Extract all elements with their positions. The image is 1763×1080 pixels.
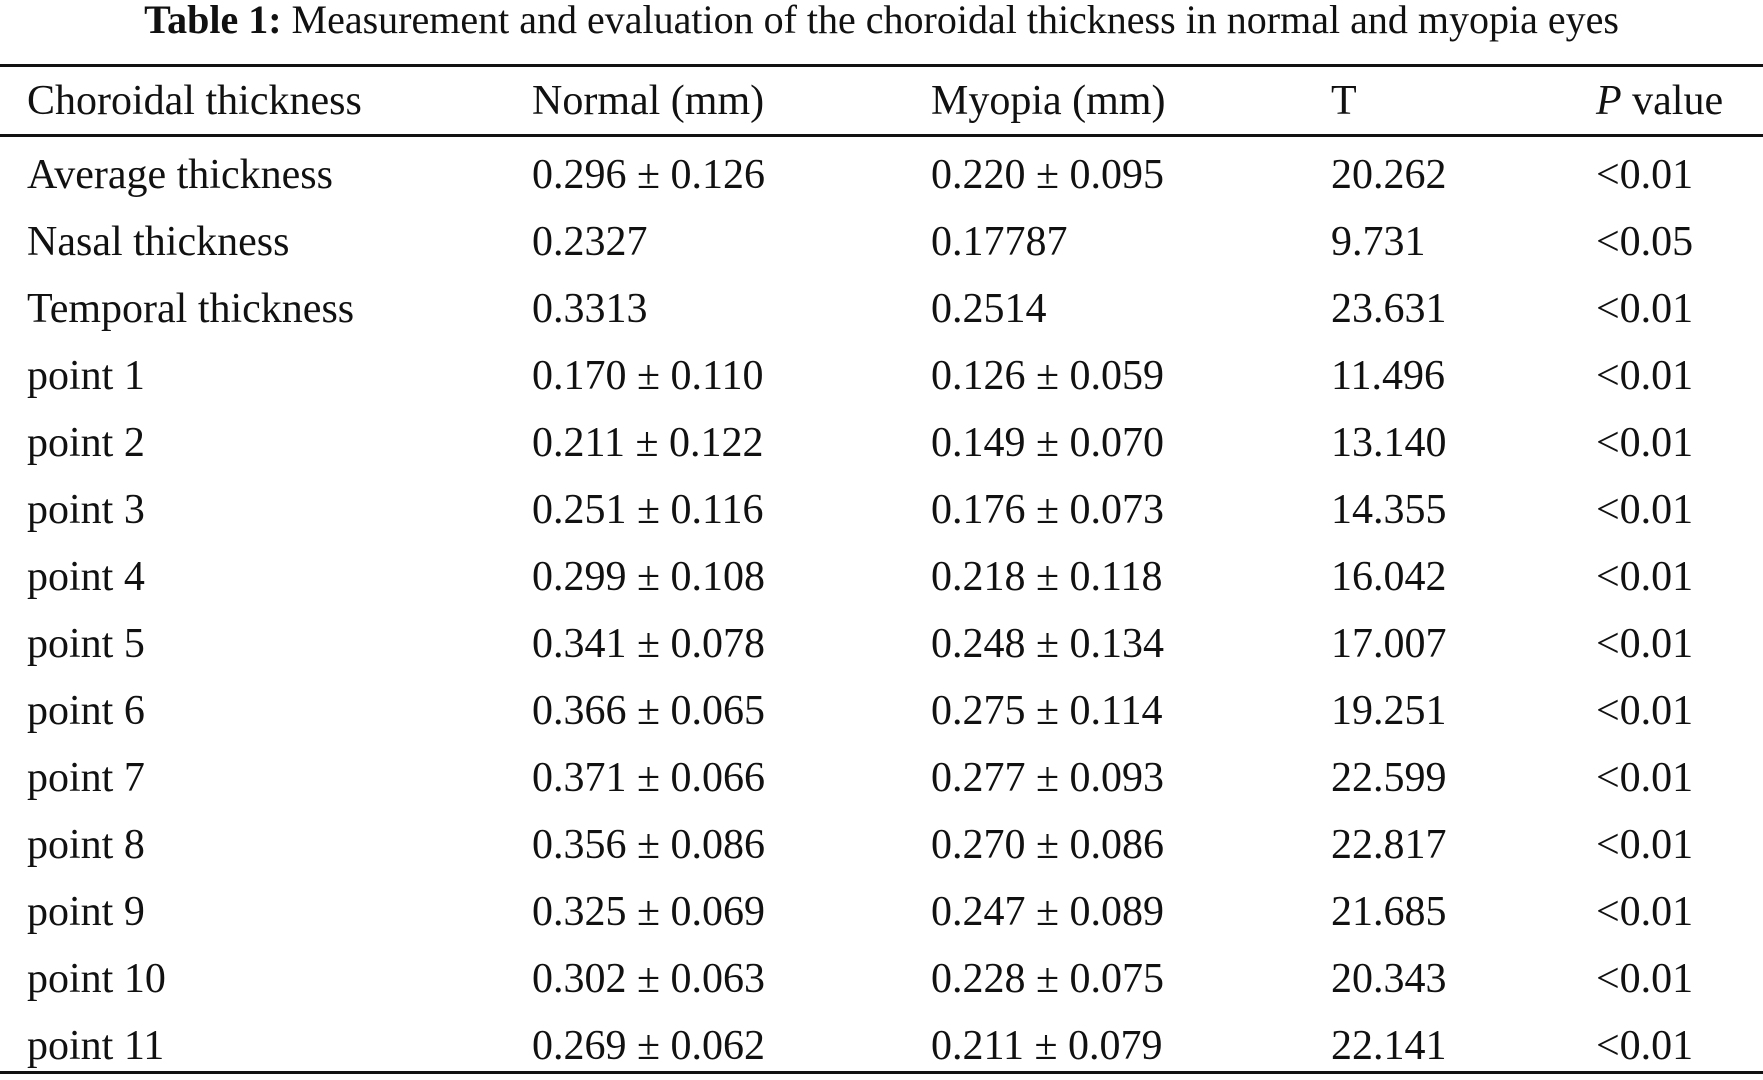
row-label: point 9 xyxy=(27,889,145,935)
t-value: 20.262 xyxy=(1331,152,1447,198)
p-value: <0.01 xyxy=(1596,621,1694,667)
normal-value: 0.341 ± 0.078 xyxy=(532,621,766,667)
row-label: point 11 xyxy=(27,1023,165,1069)
table-row: point 5 0.341 ± 0.078 0.248 ± 0.134 17.007 <… xyxy=(0,611,1763,678)
t-value: 22.817 xyxy=(1331,822,1447,868)
table-row: Average thickness 0.296 ± 0.126 0.220 ± 0.… xyxy=(0,142,1763,209)
table-caption-text: Measurement and evaluation of the choroi… xyxy=(291,0,1619,42)
normal-value: 0.325 ± 0.069 xyxy=(532,889,766,935)
normal-value: 0.170 ± 0.110 xyxy=(532,353,764,399)
myopia-value: 0.270 ± 0.086 xyxy=(931,822,1165,868)
top-rule xyxy=(0,64,1763,67)
t-value: 11.496 xyxy=(1331,353,1445,399)
row-label: point 3 xyxy=(27,487,145,533)
normal-value: 0.211 ± 0.122 xyxy=(532,420,764,466)
t-value: 22.141 xyxy=(1331,1023,1447,1069)
row-label: point 8 xyxy=(27,822,145,868)
myopia-value: 0.218 ± 0.118 xyxy=(931,554,1163,600)
row-label: point 10 xyxy=(27,956,166,1002)
normal-value: 0.299 ± 0.108 xyxy=(532,554,766,600)
myopia-value: 0.248 ± 0.134 xyxy=(931,621,1165,667)
t-value: 16.042 xyxy=(1331,554,1447,600)
t-value: 21.685 xyxy=(1331,889,1447,935)
p-value: <0.01 xyxy=(1596,889,1694,935)
myopia-value: 0.126 ± 0.059 xyxy=(931,353,1165,399)
normal-value: 0.356 ± 0.086 xyxy=(532,822,766,868)
t-value: 20.343 xyxy=(1331,956,1447,1002)
table-row: point 6 0.366 ± 0.065 0.275 ± 0.114 19.251 <… xyxy=(0,678,1763,745)
t-value: 19.251 xyxy=(1331,688,1447,734)
myopia-value: 0.247 ± 0.089 xyxy=(931,889,1165,935)
row-label: Average thickness xyxy=(27,152,333,198)
t-value: 22.599 xyxy=(1331,755,1447,801)
header-p-symbol: P xyxy=(1596,78,1622,124)
normal-value: 0.366 ± 0.065 xyxy=(532,688,766,734)
table-row: Nasal thickness 0.2327 0.17787 9.731 <0.05 xyxy=(0,209,1763,276)
table-row: point 3 0.251 ± 0.116 0.176 ± 0.073 14.355 <… xyxy=(0,477,1763,544)
table-row: point 8 0.356 ± 0.086 0.270 ± 0.086 22.817 <… xyxy=(0,812,1763,879)
row-label: point 1 xyxy=(27,353,145,399)
t-value: 23.631 xyxy=(1331,286,1447,332)
row-label: Nasal thickness xyxy=(27,219,290,265)
p-value: <0.01 xyxy=(1596,822,1694,868)
myopia-value: 0.275 ± 0.114 xyxy=(931,688,1163,734)
table-caption: Table 1: Measurement and evaluation of t… xyxy=(0,0,1763,44)
myopia-value: 0.220 ± 0.095 xyxy=(931,152,1165,198)
t-value: 13.140 xyxy=(1331,420,1447,466)
myopia-value: 0.228 ± 0.075 xyxy=(931,956,1165,1002)
header-value-word: value xyxy=(1621,78,1724,124)
p-value: <0.01 xyxy=(1596,956,1694,1002)
t-value: 14.355 xyxy=(1331,487,1447,533)
row-label: Temporal thickness xyxy=(27,286,355,332)
bottom-rule xyxy=(0,1071,1763,1074)
row-label: point 7 xyxy=(27,755,145,801)
table-row: Temporal thickness 0.3313 0.2514 23.631 <0.0… xyxy=(0,276,1763,343)
p-value: <0.01 xyxy=(1596,755,1694,801)
normal-value: 0.296 ± 0.126 xyxy=(532,152,766,198)
row-label: point 5 xyxy=(27,621,145,667)
normal-value: 0.2327 xyxy=(532,219,648,265)
myopia-value: 0.277 ± 0.093 xyxy=(931,755,1165,801)
normal-value: 0.269 ± 0.062 xyxy=(532,1023,766,1069)
header-row: Choroidal thickness Normal (mm) Myopia (… xyxy=(0,68,1763,135)
table-row: point 11 0.269 ± 0.062 0.211 ± 0.079 22.141… xyxy=(0,1013,1763,1080)
t-value: 9.731 xyxy=(1331,219,1426,265)
table-row: point 4 0.299 ± 0.108 0.218 ± 0.118 16.042 <… xyxy=(0,544,1763,611)
p-value: <0.01 xyxy=(1596,152,1694,198)
header-rule xyxy=(0,134,1763,137)
table-row: point 2 0.211 ± 0.122 0.149 ± 0.070 13.140 <… xyxy=(0,410,1763,477)
header-p-value: P value xyxy=(1596,68,1723,135)
header-choroidal-thickness: Choroidal thickness xyxy=(27,78,362,124)
table-caption-label: Table 1: xyxy=(144,0,282,42)
row-label: point 2 xyxy=(27,420,145,466)
t-value: 17.007 xyxy=(1331,621,1447,667)
p-value: <0.01 xyxy=(1596,420,1694,466)
row-label: point 6 xyxy=(27,688,145,734)
p-value: <0.01 xyxy=(1596,688,1694,734)
table-row: point 7 0.371 ± 0.066 0.277 ± 0.093 22.599 <… xyxy=(0,745,1763,812)
p-value: <0.01 xyxy=(1596,487,1694,533)
p-value: <0.05 xyxy=(1596,219,1694,265)
normal-value: 0.3313 xyxy=(532,286,648,332)
table-row: point 9 0.325 ± 0.069 0.247 ± 0.089 21.685 <… xyxy=(0,879,1763,946)
p-value: <0.01 xyxy=(1596,286,1694,332)
table-row: point 1 0.170 ± 0.110 0.126 ± 0.059 11.496 <… xyxy=(0,343,1763,410)
myopia-value: 0.149 ± 0.070 xyxy=(931,420,1165,466)
header-normal: Normal (mm) xyxy=(532,78,765,124)
myopia-value: 0.2514 xyxy=(931,286,1047,332)
header-t: T xyxy=(1331,78,1357,124)
p-value: <0.01 xyxy=(1596,353,1694,399)
row-label: point 4 xyxy=(27,554,145,600)
myopia-value: 0.211 ± 0.079 xyxy=(931,1023,1163,1069)
normal-value: 0.251 ± 0.116 xyxy=(532,487,764,533)
myopia-value: 0.17787 xyxy=(931,219,1068,265)
p-value: <0.01 xyxy=(1596,1023,1694,1069)
normal-value: 0.302 ± 0.063 xyxy=(532,956,766,1002)
p-value: <0.01 xyxy=(1596,554,1694,600)
myopia-value: 0.176 ± 0.073 xyxy=(931,487,1165,533)
normal-value: 0.371 ± 0.066 xyxy=(532,755,766,801)
header-myopia: Myopia (mm) xyxy=(931,78,1166,124)
table-row: point 10 0.302 ± 0.063 0.228 ± 0.075 20.343… xyxy=(0,946,1763,1013)
